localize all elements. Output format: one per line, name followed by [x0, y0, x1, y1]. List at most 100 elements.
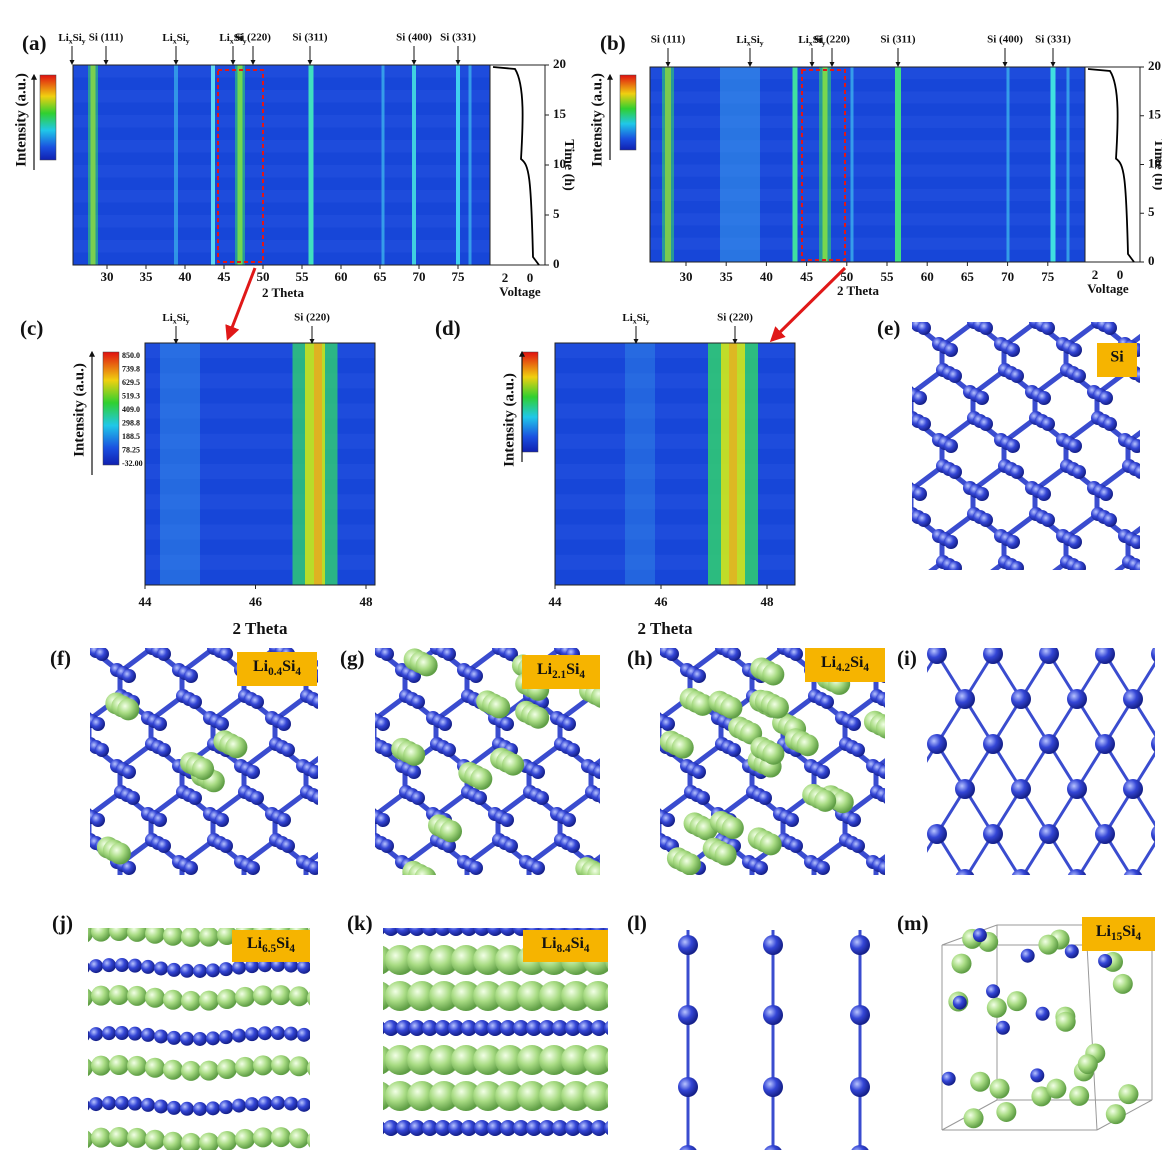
si-atom	[215, 813, 229, 827]
si-atom	[996, 1021, 1010, 1035]
si-atom	[206, 1031, 220, 1045]
panel-label: (l)	[627, 911, 647, 935]
si-atom	[376, 813, 390, 827]
si-atom	[438, 717, 452, 731]
colorbar-tick: 78.25	[122, 445, 140, 454]
li-atom	[527, 707, 549, 729]
li-atom	[996, 1102, 1016, 1122]
si-atom	[89, 1027, 103, 1041]
li-atom	[145, 1130, 165, 1150]
si-atom	[232, 1029, 246, 1043]
li-atom	[271, 1055, 291, 1075]
si-atom	[1072, 369, 1086, 383]
li-atom	[1078, 1054, 1098, 1074]
si-atom	[1036, 1007, 1050, 1021]
x-tick-label: 44	[139, 594, 153, 609]
si-atom	[442, 647, 456, 661]
colorbar-tick: 188.5	[122, 432, 140, 441]
x-tick-label: 50	[257, 269, 270, 284]
si-atom	[219, 1100, 233, 1114]
li-atom	[235, 987, 255, 1007]
x-tick-label: 75	[1041, 269, 1055, 284]
li-atom	[163, 990, 183, 1010]
si-atom	[115, 958, 129, 972]
si-atom	[153, 717, 167, 731]
si-atom	[376, 717, 390, 731]
peak-label: Si (220)	[294, 312, 330, 324]
x-tick-label: 55	[881, 269, 895, 284]
voltage-panel	[490, 65, 545, 265]
x-tick-label: 46	[655, 594, 669, 609]
heatmap-band	[555, 434, 795, 449]
time-tick-label: 0	[1148, 253, 1155, 268]
diffraction-stripe	[174, 65, 178, 265]
si-atom	[91, 717, 105, 731]
li-atom	[145, 1058, 165, 1078]
voltage-tick: 0	[527, 270, 534, 285]
x-tick-label: 75	[452, 269, 466, 284]
li-atom	[1007, 991, 1027, 1011]
diffraction-stripe	[88, 65, 98, 265]
si-atom	[1011, 779, 1031, 799]
li-atom	[679, 853, 701, 875]
li-atom	[181, 991, 201, 1011]
phase-label-part: Li	[541, 935, 557, 952]
peak-label: Si (311)	[292, 32, 327, 44]
li-atom	[217, 1059, 237, 1079]
si-atom	[847, 813, 861, 827]
si-atom	[678, 1005, 698, 1025]
peak-label: LixSiy	[622, 312, 649, 326]
time-tick-label: 15	[553, 106, 567, 121]
panel-label: (h)	[627, 646, 653, 670]
si-atom	[1021, 949, 1035, 963]
li-atom	[289, 1128, 309, 1148]
si-atom	[246, 765, 260, 779]
si-atom	[1006, 343, 1020, 357]
si-atom	[763, 1077, 783, 1097]
li-atom	[762, 663, 784, 685]
si-atom	[953, 996, 967, 1010]
si-atom	[850, 1077, 870, 1097]
heatmap-band	[650, 140, 1085, 152]
si-atom	[188, 791, 202, 805]
si-atom	[180, 1032, 194, 1046]
heatmap-band	[555, 373, 795, 388]
li-atom	[502, 754, 524, 776]
phase-label-part: 4	[289, 942, 295, 954]
si-atom	[847, 717, 861, 731]
diffraction-stripe	[412, 65, 416, 265]
si-atom	[297, 1028, 311, 1042]
si-atom	[167, 963, 181, 977]
si-atom	[661, 813, 675, 827]
peak-label: Si (111)	[89, 32, 124, 44]
si-atom	[102, 1096, 116, 1110]
si-atom	[250, 695, 264, 709]
li-atom	[127, 1128, 147, 1148]
si-atom	[955, 779, 975, 799]
peak-label: Si (220)	[717, 312, 753, 324]
li-atom	[253, 1055, 273, 1075]
si-atom	[1103, 513, 1117, 527]
diffraction-stripe	[235, 65, 245, 265]
si-atom	[95, 647, 109, 661]
si-atom	[157, 743, 171, 757]
si-atom	[754, 861, 768, 875]
si-atom	[1006, 439, 1020, 453]
li-atom	[715, 844, 737, 866]
li-atom	[767, 697, 789, 719]
voltage-label: Voltage	[499, 284, 541, 299]
si-atom	[258, 1096, 272, 1110]
si-atom	[983, 734, 1003, 754]
li-atom	[1106, 1104, 1126, 1124]
x-axis-label: 2 Theta	[638, 619, 693, 638]
x-axis-label: 2 Theta	[837, 283, 880, 298]
si-atom	[188, 695, 202, 709]
li-atom	[253, 1127, 273, 1147]
li-atom	[235, 1129, 255, 1149]
si-atom	[271, 1096, 285, 1110]
heatmap-band	[555, 555, 795, 570]
li-atom	[1069, 1086, 1089, 1106]
si-atom	[973, 928, 987, 942]
li-atom	[814, 790, 836, 812]
heatmap-band	[650, 238, 1085, 250]
